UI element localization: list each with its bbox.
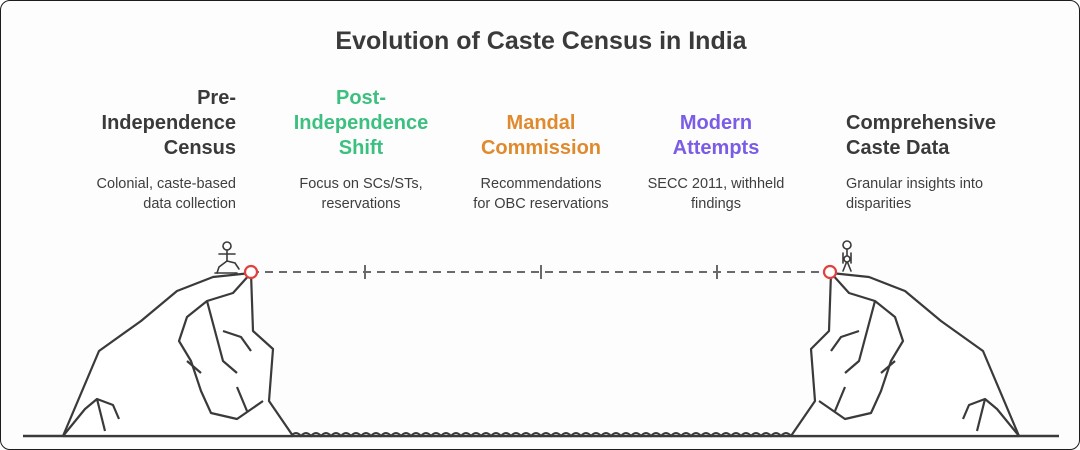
stage-description-pre-independence: Colonial, caste-based data collection xyxy=(96,176,236,212)
end-marker xyxy=(822,264,838,280)
person-standing-icon xyxy=(842,240,852,272)
cliff-icon-right xyxy=(789,271,1021,438)
stage-description-post-independence: Focus on SCs/STs, reservations xyxy=(299,176,423,212)
stage-description-modern-attempts: SECC 2011, withheld findings xyxy=(647,176,785,212)
stage-heading-modern-attempts: Modern Attempts xyxy=(672,112,760,159)
stage-heading-pre-independence: Pre- Independence Census xyxy=(101,87,236,159)
stage-heading-mandal-commission: Mandal Commission xyxy=(480,112,602,159)
cliff-icon-left xyxy=(61,271,295,438)
start-marker xyxy=(243,264,259,280)
stage-heading-comprehensive-caste-data: Comprehensive Caste Data xyxy=(846,112,997,159)
diagram-title: Evolution of Caste Census in India xyxy=(335,27,747,55)
stage-heading-post-independence: Post- Independence Shift xyxy=(293,87,429,159)
stage-description-comprehensive-caste-data: Granular insights into disparities xyxy=(846,176,984,212)
person-walking-icon xyxy=(214,241,240,274)
stage-description-mandal-commission: Recommendations for OBC reservations xyxy=(473,176,609,212)
water-waves-icon xyxy=(290,432,792,438)
